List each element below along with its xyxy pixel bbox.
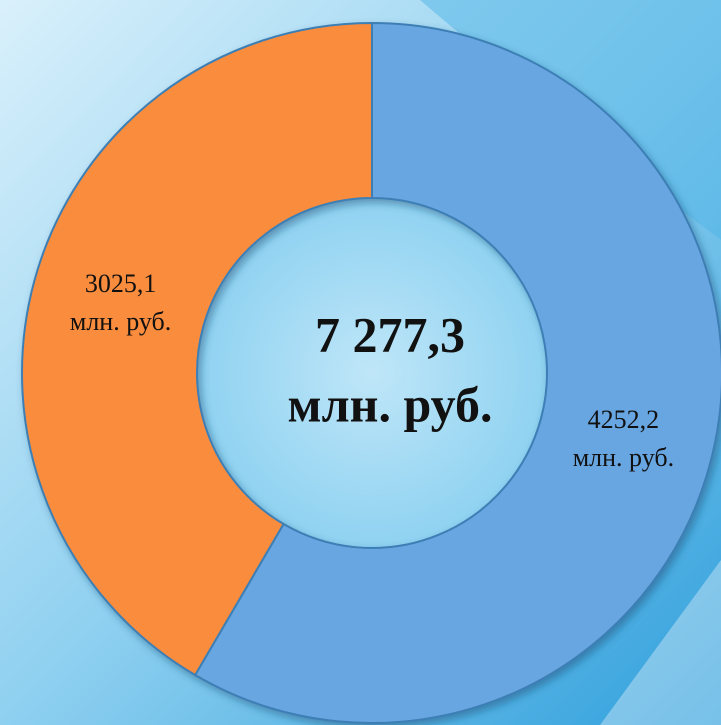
center-label: 7 277,3 — [315, 306, 465, 362]
value-label: 3025,1 — [85, 269, 157, 298]
labels: 4252,2 млн. руб. 3025,1 млн. руб. 7 277,3 млн… — [70, 269, 674, 472]
value-label: млн. руб. — [573, 443, 674, 472]
donut-slice — [193, 21, 721, 724]
value-label: млн. руб. — [70, 307, 171, 336]
center-label: млн. руб. — [288, 376, 493, 432]
donut-slice — [21, 21, 373, 677]
slices — [21, 21, 721, 724]
value-label: 4252,2 — [588, 405, 660, 434]
background-shape — [600, 560, 721, 725]
donut-hole — [197, 198, 547, 548]
